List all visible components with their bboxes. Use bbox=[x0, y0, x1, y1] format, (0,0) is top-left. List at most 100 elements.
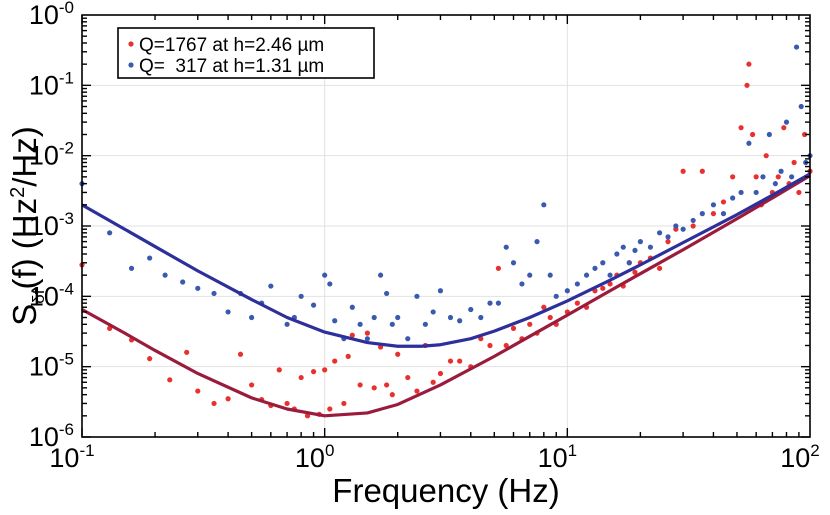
blue-data-point bbox=[547, 272, 553, 278]
blue-data-point bbox=[574, 281, 580, 287]
red-data-point bbox=[249, 382, 255, 388]
blue-data-point bbox=[430, 309, 436, 315]
y-tick-label: 10-1 bbox=[29, 68, 74, 100]
blue-data-point bbox=[195, 285, 201, 291]
legend-marker-blue bbox=[128, 62, 134, 68]
blue-data-point bbox=[447, 314, 454, 321]
blue-data-point bbox=[437, 288, 444, 294]
red-data-point bbox=[414, 388, 420, 394]
red-data-point bbox=[405, 374, 411, 381]
tick-labels: 10-1 100 101 102 10-6 10-5 10-4 10-3 10-2 10-1 10-… bbox=[29, 0, 820, 473]
blue-data-point bbox=[147, 255, 153, 261]
red-data-point bbox=[364, 330, 370, 336]
blue-data-point bbox=[211, 290, 217, 297]
red-data-point bbox=[744, 82, 750, 88]
red-data-point bbox=[656, 265, 663, 271]
red-data-point bbox=[791, 159, 797, 166]
red-data-point bbox=[147, 356, 153, 362]
blue-data-point bbox=[637, 239, 643, 245]
blue-data-point bbox=[746, 140, 752, 146]
red-data-point bbox=[547, 314, 553, 321]
blue-data-point bbox=[422, 321, 428, 327]
red-data-point bbox=[389, 392, 395, 398]
y-axis-title-tail: /Hz) bbox=[6, 126, 43, 187]
red-data-point bbox=[527, 321, 533, 327]
red-data-point bbox=[211, 400, 217, 407]
blue-data-point bbox=[332, 318, 338, 324]
red-data-point bbox=[665, 239, 671, 245]
red-data-point bbox=[447, 358, 454, 364]
red-data-point bbox=[749, 131, 756, 138]
red-data-point bbox=[632, 269, 638, 275]
blue-data-point bbox=[495, 300, 502, 306]
blue-fit-curve bbox=[81, 172, 811, 348]
red-data-point bbox=[781, 125, 787, 131]
blue-data-point bbox=[564, 288, 570, 294]
blue-data-point bbox=[738, 189, 744, 196]
y-tick-label: 10-4 bbox=[29, 279, 74, 311]
red-data-point bbox=[720, 199, 727, 205]
y-axis-title: Sδf(f) (Hz2/Hz) bbox=[6, 126, 48, 325]
blue-data-point bbox=[468, 306, 474, 313]
x-tick-label: 102 bbox=[780, 441, 820, 473]
blue-data-point bbox=[592, 265, 598, 271]
blue-data-point bbox=[798, 103, 804, 110]
blue-data-point bbox=[699, 211, 705, 217]
y-axis-title-rest: (f) (Hz bbox=[6, 198, 43, 290]
red-data-point bbox=[510, 325, 517, 332]
blue-data-point bbox=[405, 336, 411, 342]
blue-data-point bbox=[327, 281, 333, 287]
blue-data-point bbox=[607, 272, 613, 278]
y-tick-label: 10-0 bbox=[29, 0, 74, 30]
blue-data-point bbox=[647, 244, 654, 250]
blue-data-point bbox=[614, 251, 620, 257]
red-data-point bbox=[801, 131, 808, 138]
red-data-point bbox=[753, 174, 759, 180]
blue-data-point bbox=[793, 44, 800, 50]
red-data-point bbox=[332, 358, 338, 364]
blue-data-point bbox=[710, 202, 717, 208]
blue-data-point bbox=[225, 309, 231, 315]
blue-data-point bbox=[656, 230, 663, 236]
red-fit-curve bbox=[81, 174, 811, 418]
blue-data-point bbox=[377, 272, 384, 278]
blue-data-point bbox=[268, 283, 274, 289]
red-data-point bbox=[738, 125, 744, 131]
red-data-point bbox=[437, 370, 444, 377]
x-tick-label: 10-1 bbox=[49, 441, 94, 473]
red-data-point bbox=[541, 304, 547, 310]
blue-data-point bbox=[620, 244, 626, 250]
blue-data-point bbox=[632, 247, 638, 253]
y-axis-title-main: S bbox=[6, 304, 43, 326]
blue-data-point bbox=[357, 321, 363, 327]
blue-data-point bbox=[673, 223, 679, 229]
red-data-point bbox=[310, 369, 317, 375]
legend-entry-blue: Q= 317 at h=1.31 µm bbox=[139, 56, 324, 77]
blue-data-point bbox=[162, 272, 168, 278]
blue-data-point bbox=[690, 217, 696, 224]
y-tick-label: 10-2 bbox=[29, 139, 74, 171]
blue-data-point bbox=[730, 195, 736, 201]
blue-data-point bbox=[395, 314, 401, 321]
blue-data-point bbox=[414, 293, 420, 299]
blue-data-point bbox=[541, 202, 547, 208]
red-data-point bbox=[607, 281, 613, 287]
red-data-point bbox=[600, 285, 606, 291]
blue-data-point bbox=[778, 168, 784, 174]
blue-data-point bbox=[600, 260, 606, 266]
blue-data-point bbox=[519, 281, 525, 287]
red-data-point bbox=[276, 367, 282, 373]
blue-data-point bbox=[180, 279, 186, 285]
y-tick-label: 10-5 bbox=[29, 350, 74, 382]
red-data-point bbox=[487, 342, 493, 349]
blue-data-point bbox=[553, 293, 559, 299]
blue-data-point bbox=[310, 302, 317, 308]
red-data-point bbox=[341, 400, 347, 407]
blue-data-point bbox=[766, 131, 772, 138]
red-data-point bbox=[775, 174, 781, 180]
blue-data-point bbox=[772, 181, 778, 187]
red-data-point bbox=[349, 332, 355, 338]
red-data-point bbox=[195, 388, 201, 394]
blue-data-point bbox=[789, 174, 795, 180]
